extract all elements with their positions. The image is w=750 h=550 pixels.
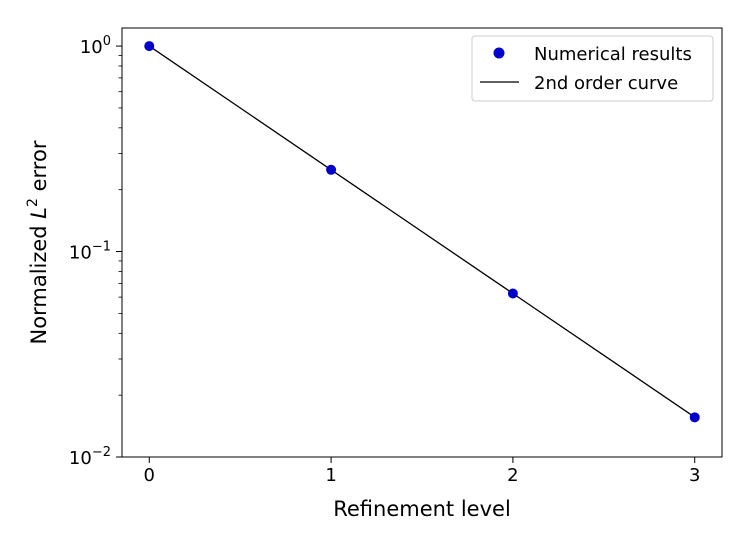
- data-point-numerical-results: [326, 164, 337, 175]
- x-tick-label: 2: [507, 465, 518, 486]
- x-axis-label: Refinement level: [333, 497, 511, 521]
- x-tick-label: 0: [144, 465, 155, 486]
- legend-label-2nd-order-curve: 2nd order curve: [534, 73, 678, 94]
- data-point-numerical-results: [507, 288, 518, 299]
- x-tick-label: 3: [689, 465, 700, 486]
- y-axis-ticks: 100 10−1 10−2: [69, 34, 122, 469]
- y-tick-label: 10−2: [69, 445, 111, 469]
- data-point-numerical-results: [144, 41, 155, 52]
- x-axis-ticks: 0 1 2 3: [144, 457, 700, 486]
- legend-marker-numerical-results: [493, 47, 505, 59]
- data-point-numerical-results: [689, 412, 700, 423]
- y-minor-ticks: [118, 55, 122, 396]
- plot-frame: [121, 27, 723, 458]
- y-tick-label: 10−1: [69, 240, 111, 264]
- y-tick-label: 100: [80, 34, 111, 58]
- plot-series-markers: [144, 41, 700, 423]
- series-line-2nd-order-curve: [148, 45, 696, 418]
- legend-label-numerical-results: Numerical results: [534, 44, 692, 65]
- legend-box: [471, 35, 714, 102]
- plot-series-lines: [148, 45, 696, 418]
- legend: Numerical results 2nd order curve: [471, 35, 714, 102]
- y-axis-label: Normalized L2 error: [25, 140, 51, 344]
- x-tick-label: 1: [325, 465, 336, 486]
